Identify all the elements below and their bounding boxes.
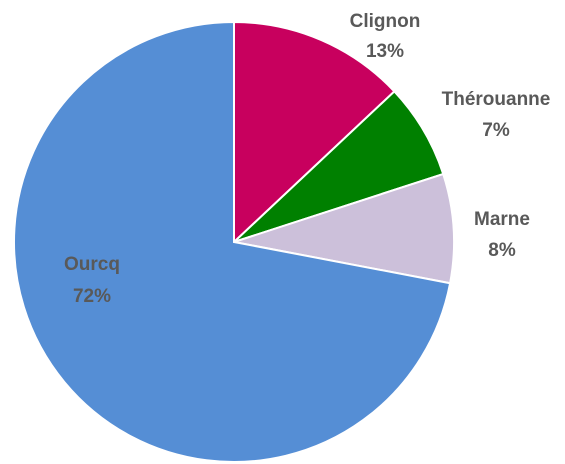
pie-labels: Clignon 13% Thérouanne 7% Marne 8% Ourcq 72% — [64, 11, 550, 307]
pie-slice-clignon — [233, 20, 396, 245]
pie-slices — [13, 20, 455, 463]
pie-slice-marne — [233, 172, 455, 285]
slice-label-ourcq: Ourcq — [64, 254, 120, 275]
slice-percent-marne: 8% — [488, 240, 516, 261]
slice-percent-therouanne: 7% — [482, 120, 510, 141]
pie-slice-ourcq — [13, 20, 452, 463]
slice-label-therouanne: Thérouanne — [442, 89, 551, 110]
slice-label-clignon: Clignon — [350, 11, 421, 32]
slice-percent-ourcq: 72% — [73, 286, 111, 307]
slice-label-marne: Marne — [474, 209, 530, 230]
slice-percent-clignon: 13% — [366, 41, 404, 62]
